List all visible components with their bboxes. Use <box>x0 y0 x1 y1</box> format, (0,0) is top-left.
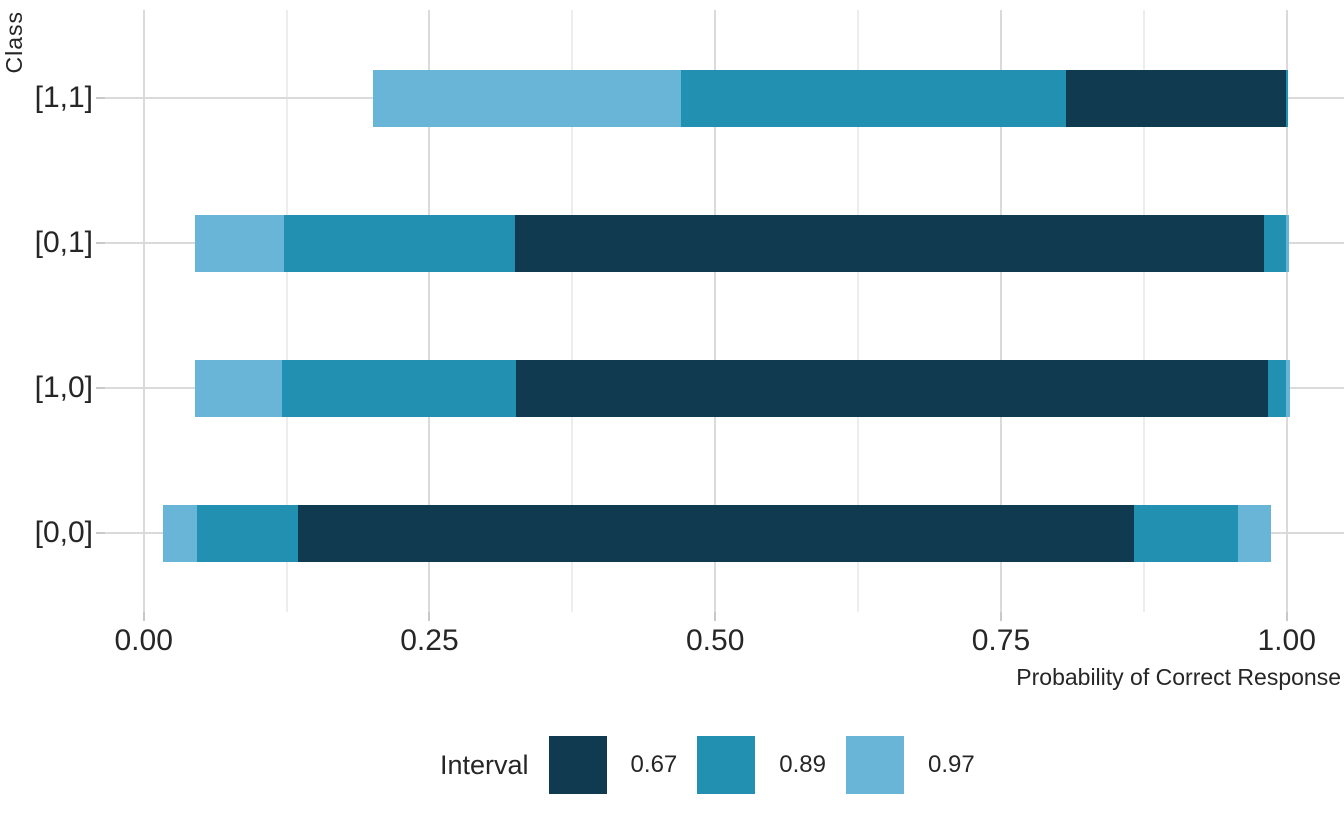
interval-band-067 <box>516 359 1269 417</box>
legend-label-067: 0.67 <box>630 751 678 778</box>
gridline-minor-vertical <box>857 10 860 612</box>
legend-label-097: 0.97 <box>927 751 975 778</box>
gridline-major-vertical <box>142 10 145 612</box>
gridline-minor-vertical <box>571 10 574 612</box>
x-tick-mark <box>714 612 717 621</box>
x-tick-label: 0.50 <box>685 624 745 657</box>
legend-label-089: 0.89 <box>779 751 826 778</box>
x-tick-mark <box>1285 612 1288 621</box>
gridline-major-vertical <box>428 10 431 612</box>
x-tick-label: 0.25 <box>400 624 459 657</box>
y-tick-label: [1,0] <box>34 371 93 404</box>
x-tick-label: 1.00 <box>1257 624 1316 657</box>
y-tick-label: [1,1] <box>34 81 93 114</box>
y-tick-mark <box>96 387 105 389</box>
interval-band-067 <box>515 214 1264 272</box>
x-tick-label: 0.00 <box>114 624 173 657</box>
x-axis-title: Probability of Correct Response <box>1016 664 1341 690</box>
legend-swatch-067 <box>548 736 607 794</box>
x-tick-mark <box>142 612 145 621</box>
x-tick-mark <box>428 612 431 621</box>
gridline-minor-vertical <box>1142 10 1145 612</box>
gridline-major-vertical <box>714 10 717 612</box>
legend-swatch-097 <box>845 736 904 794</box>
y-tick-label: [0,1] <box>34 226 93 259</box>
y-tick-mark <box>96 242 105 244</box>
interval-band-067 <box>298 504 1134 562</box>
y-tick-label: [0,0] <box>34 516 93 549</box>
interval-band-067 <box>1066 69 1286 127</box>
x-tick-label: 0.75 <box>971 624 1031 657</box>
legend-swatch-089 <box>697 736 756 794</box>
legend-title: Interval <box>440 749 529 780</box>
x-tick-mark <box>999 612 1002 621</box>
legend: Interval 0.67 0.89 0.97 <box>440 736 995 794</box>
y-tick-mark <box>96 532 105 534</box>
gridline-major-vertical <box>1285 10 1288 612</box>
plot-panel <box>105 10 1344 612</box>
gridline-major-vertical <box>999 10 1002 612</box>
gridline-minor-vertical <box>285 10 288 612</box>
y-axis-title: Class <box>1 11 27 74</box>
y-tick-mark <box>96 97 105 99</box>
